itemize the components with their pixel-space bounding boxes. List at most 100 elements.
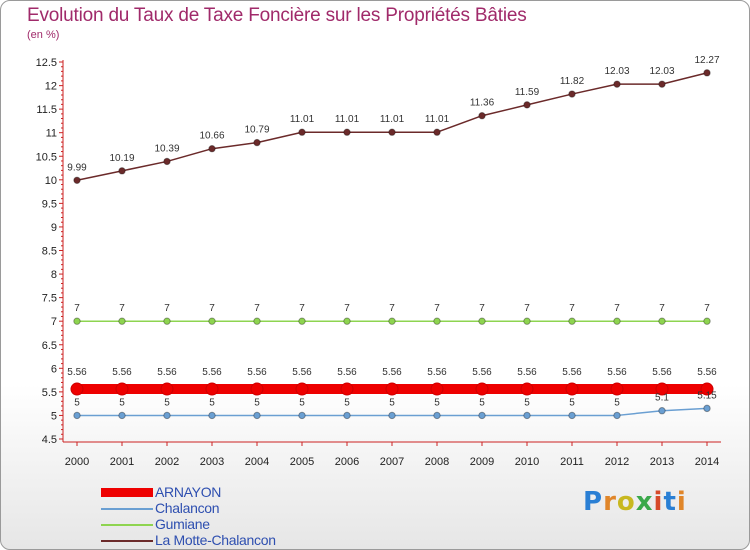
x-tick-label: 2005 <box>290 456 314 468</box>
series-point-2 <box>163 317 171 325</box>
series-point-3 <box>703 69 711 77</box>
series-point-2 <box>613 317 621 325</box>
legend-swatch <box>101 524 153 526</box>
series-point-2 <box>208 317 216 325</box>
data-label-1: 5 <box>524 397 530 408</box>
data-label-0: 5.56 <box>292 367 312 378</box>
series-point-2 <box>478 317 486 325</box>
series-point-0 <box>700 382 714 396</box>
y-tick-label: 11 <box>46 128 57 140</box>
data-label-3: 10.39 <box>154 143 179 154</box>
legend-swatch <box>101 508 153 510</box>
data-label-0: 5.56 <box>112 367 132 378</box>
data-label-2: 7 <box>659 303 665 314</box>
series-point-1 <box>703 404 711 413</box>
data-label-2: 7 <box>74 303 80 314</box>
series-point-0 <box>520 382 534 396</box>
data-label-3: 10.19 <box>109 153 134 164</box>
data-label-0: 5.56 <box>382 367 402 378</box>
x-tick-label: 2003 <box>200 456 224 468</box>
data-label-2: 7 <box>209 303 215 314</box>
chart-title: Evolution du Taux de Taxe Foncière sur l… <box>27 5 527 26</box>
x-tick-label: 2000 <box>65 456 89 468</box>
series-point-3 <box>208 145 216 153</box>
series-point-1 <box>343 411 351 420</box>
data-label-2: 7 <box>389 303 395 314</box>
series-point-0 <box>565 382 579 396</box>
logo-letter: r <box>603 487 617 517</box>
y-tick-label: 7 <box>51 316 57 328</box>
data-label-1: 5 <box>434 397 440 408</box>
series-point-3 <box>388 128 396 136</box>
series-point-3 <box>433 128 441 136</box>
x-tick-label: 2002 <box>155 456 179 468</box>
series-point-0 <box>295 382 309 396</box>
series-point-1 <box>523 411 531 420</box>
data-label-3: 9.99 <box>67 162 87 173</box>
series-point-0 <box>70 382 84 396</box>
data-label-2: 7 <box>704 303 710 314</box>
series-point-0 <box>610 382 624 396</box>
series-point-3 <box>298 128 306 136</box>
series-point-2 <box>523 317 531 325</box>
data-label-1: 5 <box>254 397 260 408</box>
series-point-2 <box>388 317 396 325</box>
proxiti-logo: Proxiti <box>583 487 687 517</box>
series-point-3 <box>658 80 666 88</box>
data-label-3: 11.01 <box>425 114 450 125</box>
data-label-3: 11.01 <box>380 114 405 125</box>
series-point-1 <box>613 411 621 420</box>
data-label-2: 7 <box>254 303 260 314</box>
x-tick-label: 2009 <box>470 456 494 468</box>
logo-letter: i <box>676 487 687 517</box>
y-tick-label: 6 <box>51 363 57 375</box>
series-point-0 <box>655 382 669 396</box>
series-point-3 <box>343 128 351 136</box>
y-tick-label: 10.5 <box>36 151 57 163</box>
legend-label: Chalancon <box>155 500 220 516</box>
y-tick-label: 7.5 <box>42 293 57 305</box>
data-label-1: 5 <box>119 397 125 408</box>
logo-letter: x <box>635 487 654 517</box>
data-label-1: 5 <box>389 397 395 408</box>
logo-letter: i <box>653 487 664 517</box>
data-label-1: 5.1 <box>655 393 669 404</box>
data-label-2: 7 <box>344 303 350 314</box>
series-point-2 <box>658 317 666 325</box>
series-point-3 <box>613 80 621 88</box>
legend-swatch <box>101 540 153 542</box>
y-tick-label: 10 <box>45 175 57 187</box>
data-label-1: 5 <box>209 397 215 408</box>
y-tick-label: 9.5 <box>42 198 57 210</box>
data-label-0: 5.56 <box>562 367 582 378</box>
data-label-0: 5.56 <box>652 367 672 378</box>
series-point-3 <box>253 138 261 147</box>
y-tick-label: 11.5 <box>36 104 57 116</box>
y-tick-label: 6.5 <box>42 340 57 352</box>
data-label-3: 12.03 <box>649 66 674 77</box>
data-label-3: 11.01 <box>290 114 315 125</box>
series-point-1 <box>568 411 576 420</box>
x-tick-label: 2011 <box>560 456 584 468</box>
data-label-2: 7 <box>299 303 305 314</box>
series-point-0 <box>340 382 354 396</box>
series-point-2 <box>433 317 441 325</box>
legend-swatch <box>101 488 153 497</box>
series-point-1 <box>253 411 261 420</box>
data-label-2: 7 <box>434 303 440 314</box>
data-label-3: 10.79 <box>244 125 269 136</box>
series-point-1 <box>388 411 396 420</box>
series-point-0 <box>115 382 129 396</box>
series-point-3 <box>73 176 81 184</box>
data-label-1: 5 <box>614 397 620 408</box>
series-point-2 <box>568 317 576 325</box>
series-point-0 <box>385 382 399 396</box>
y-tick-label: 9 <box>51 222 57 234</box>
data-label-3: 11.36 <box>470 98 495 109</box>
data-label-0: 5.56 <box>697 367 717 378</box>
data-label-2: 7 <box>614 303 620 314</box>
logo-letter: P <box>583 487 604 517</box>
y-tick-label: 4.5 <box>42 434 57 446</box>
series-point-1 <box>478 411 486 420</box>
